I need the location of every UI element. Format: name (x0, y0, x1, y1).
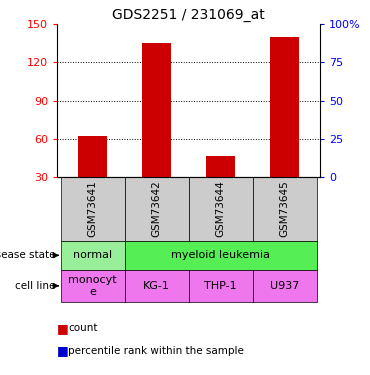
Bar (125, 177, 189, 241)
Point (218, 9, 224, 15)
Bar (78, 136, 107, 177)
Text: U937: U937 (270, 281, 299, 291)
Text: ■: ■ (57, 344, 69, 357)
Bar (206, 156, 235, 177)
Bar (253, 177, 317, 241)
Text: GSM73645: GSM73645 (280, 180, 290, 237)
Bar (61, 177, 125, 241)
Bar (61, 270, 125, 302)
Text: GSM73642: GSM73642 (152, 180, 162, 237)
Bar (125, 270, 189, 302)
Text: count: count (68, 323, 98, 333)
Bar (270, 37, 299, 177)
Bar (189, 177, 253, 241)
Text: ■: ■ (57, 322, 69, 334)
Text: monocyt
e: monocyt e (68, 275, 117, 297)
Title: GDS2251 / 231069_at: GDS2251 / 231069_at (112, 8, 265, 22)
Text: percentile rank within the sample: percentile rank within the sample (68, 346, 244, 355)
Text: cell line: cell line (15, 281, 56, 291)
Text: THP-1: THP-1 (204, 281, 237, 291)
Text: GSM73644: GSM73644 (216, 180, 226, 237)
Text: myeloid leukemia: myeloid leukemia (171, 251, 270, 260)
Bar (142, 44, 171, 177)
Bar (253, 270, 317, 302)
Text: disease state: disease state (0, 251, 56, 260)
Bar (189, 270, 253, 302)
Text: normal: normal (73, 251, 112, 260)
Point (90, 2, 95, 8)
Bar (61, 241, 125, 270)
Text: KG-1: KG-1 (143, 281, 170, 291)
Text: GSM73641: GSM73641 (88, 180, 98, 237)
Bar (125, 241, 317, 270)
